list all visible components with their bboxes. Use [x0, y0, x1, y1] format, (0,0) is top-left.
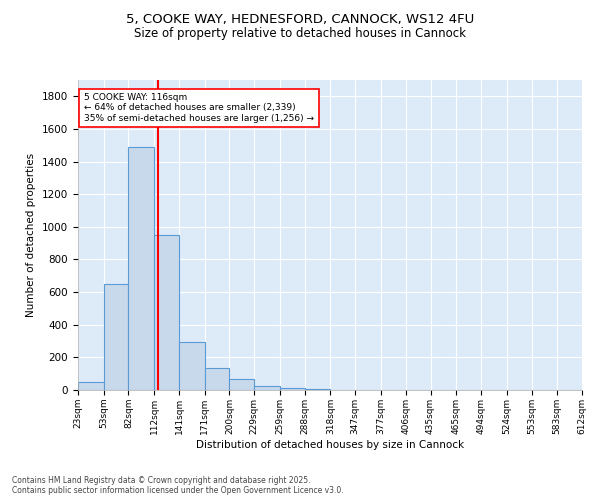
- Bar: [154, 235, 179, 390]
- Text: 5, COOKE WAY, HEDNESFORD, CANNOCK, WS12 4FU: 5, COOKE WAY, HEDNESFORD, CANNOCK, WS12 …: [126, 12, 474, 26]
- Text: Size of property relative to detached houses in Cannock: Size of property relative to detached ho…: [134, 28, 466, 40]
- Text: Contains HM Land Registry data © Crown copyright and database right 2025.
Contai: Contains HM Land Registry data © Crown c…: [12, 476, 344, 495]
- Bar: [128, 147, 154, 390]
- Bar: [179, 342, 205, 390]
- Bar: [254, 386, 280, 390]
- Text: 5 COOKE WAY: 116sqm
← 64% of detached houses are smaller (2,339)
35% of semi-det: 5 COOKE WAY: 116sqm ← 64% of detached ho…: [84, 93, 314, 123]
- Bar: [205, 368, 229, 390]
- Bar: [78, 382, 104, 390]
- Y-axis label: Number of detached properties: Number of detached properties: [26, 153, 37, 317]
- Bar: [280, 388, 305, 390]
- Bar: [104, 284, 128, 390]
- Bar: [229, 380, 254, 390]
- X-axis label: Distribution of detached houses by size in Cannock: Distribution of detached houses by size …: [196, 440, 464, 450]
- Bar: [305, 389, 331, 390]
